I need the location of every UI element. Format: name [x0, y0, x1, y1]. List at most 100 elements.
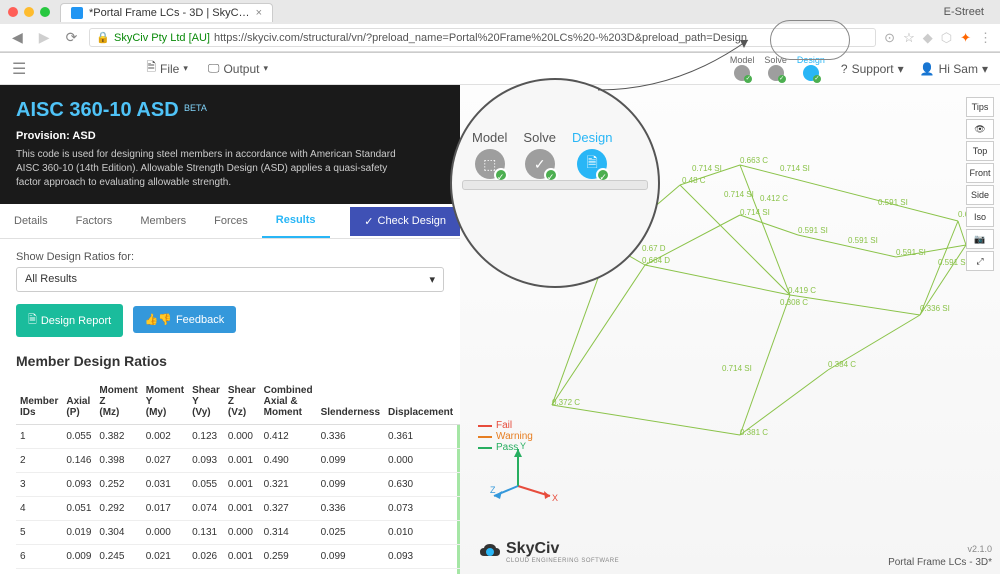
svg-text:0.48 C: 0.48 C: [682, 176, 706, 185]
code-description: This code is used for designing steel me…: [16, 148, 396, 190]
back-button[interactable]: ◀: [8, 29, 27, 46]
close-tab-icon[interactable]: ×: [256, 7, 262, 19]
thumbs-icon: 👍👎: [145, 313, 172, 326]
user-icon: 👤: [920, 62, 935, 76]
chevron-down-icon: ▾: [898, 62, 904, 76]
document-icon: 🗎: [28, 311, 37, 330]
table-row[interactable]: 30.0930.2520.0310.0550.0010.3210.0990.63…: [16, 473, 460, 497]
output-menu[interactable]: 🖵 Output ▾: [208, 61, 268, 76]
address-bar-icons: ⊙ ☆ ◆ ⬡ ✦ ⋮: [884, 30, 992, 46]
table-row[interactable]: 40.0510.2920.0170.0740.0010.3270.3360.07…: [16, 497, 460, 521]
feedback-button[interactable]: 👍👎 Feedback: [133, 306, 237, 333]
menu-icon[interactable]: ⋮: [979, 30, 992, 46]
chevron-down-icon: ▾: [982, 62, 988, 76]
svg-text:0.419 C: 0.419 C: [788, 286, 816, 295]
window-controls[interactable]: [8, 7, 50, 17]
svg-text:0.308 C: 0.308 C: [780, 298, 808, 307]
svg-text:0.591 SI: 0.591 SI: [798, 226, 828, 235]
close-window-icon[interactable]: [8, 7, 18, 17]
svg-text:0.714 SI: 0.714 SI: [692, 164, 722, 173]
svg-text:0.591 SI: 0.591 SI: [896, 248, 926, 257]
view-button-👁[interactable]: 👁: [966, 119, 994, 139]
magnifier-callout: Model ⬚✓ Solve ✓✓ Design 🗎✓: [450, 78, 660, 288]
mag-mode-model: Model ⬚✓: [472, 130, 507, 179]
file-icon: 🗎: [146, 58, 156, 79]
browser-tab[interactable]: *Portal Frame LCs - 3D | SkyC… ×: [60, 3, 273, 22]
design-report-button[interactable]: 🗎 Design Report: [16, 304, 123, 337]
table-title: Member Design Ratios: [16, 353, 444, 369]
reload-button[interactable]: ⟳: [62, 29, 82, 46]
ext-icon-2[interactable]: ⬡: [941, 30, 952, 46]
support-menu[interactable]: ? Support ▾: [841, 62, 904, 76]
browser-profile[interactable]: E-Street: [944, 6, 992, 18]
tab-results[interactable]: Results: [262, 204, 330, 238]
view-button-📷[interactable]: 📷: [966, 229, 994, 249]
view-button-front[interactable]: Front: [966, 163, 994, 183]
callout-leader: [598, 30, 758, 100]
tab-details[interactable]: Details: [0, 205, 62, 237]
chevron-down-icon: ▾: [429, 273, 435, 286]
table-row[interactable]: 10.0550.3820.0020.1230.0000.4120.3360.36…: [16, 425, 460, 449]
table-header: Member IDs: [16, 379, 62, 425]
ext-icon-3[interactable]: ✦: [960, 30, 971, 46]
left-panel: AISC 360-10 ASD BETA Provision: ASD This…: [0, 85, 460, 574]
star-icon[interactable]: ☆: [903, 30, 915, 46]
question-icon: ?: [841, 62, 848, 76]
svg-text:0.714 SI: 0.714 SI: [780, 164, 810, 173]
view-button-⤢[interactable]: ⤢: [966, 251, 994, 271]
legend-item: Fail: [478, 420, 533, 431]
svg-text:0.381 C: 0.381 C: [740, 428, 768, 437]
tab-forces[interactable]: Forces: [200, 205, 262, 237]
view-button-side[interactable]: Side: [966, 185, 994, 205]
mag-toolbar-strip: [462, 180, 648, 190]
table-row[interactable]: 60.0090.2450.0210.0260.0010.2590.0990.09…: [16, 545, 460, 569]
view-button-tips[interactable]: Tips: [966, 97, 994, 117]
tab-bar: *Portal Frame LCs - 3D | SkyC… × E-Stree…: [0, 0, 1000, 24]
tab-factors[interactable]: Factors: [62, 205, 127, 237]
table-header: Shear Z (Vz): [224, 379, 260, 425]
callout-target: [770, 20, 850, 60]
svg-text:0.412 C: 0.412 C: [760, 194, 788, 203]
search-icon[interactable]: ⊙: [884, 30, 895, 46]
user-menu[interactable]: 👤 Hi Sam ▾: [920, 62, 988, 76]
table-row[interactable]: 70.1580.5660.0210.2050.0010.6630.5910.59…: [16, 569, 460, 574]
tab-members[interactable]: Members: [126, 205, 200, 237]
chevron-down-icon: ▾: [263, 63, 268, 74]
monitor-icon: 🖵: [208, 61, 220, 76]
chevron-down-icon: ▾: [183, 63, 188, 74]
table-row[interactable]: 20.1460.3980.0270.0930.0010.4900.0990.00…: [16, 449, 460, 473]
view-button-iso[interactable]: Iso: [966, 207, 994, 227]
svg-text:0.664 D: 0.664 D: [642, 256, 670, 265]
view-button-top[interactable]: Top: [966, 141, 994, 161]
address-bar: ◀ ▶ ⟳ 🔒 SkyCiv Pty Ltd [AU] https://skyc…: [0, 24, 1000, 52]
check-design-button[interactable]: ✓ Check Design: [350, 207, 460, 236]
forward-button[interactable]: ▶: [35, 29, 54, 46]
minimize-window-icon[interactable]: [24, 7, 34, 17]
tab-favicon: [71, 7, 83, 19]
mag-mode-solve: Solve ✓✓: [523, 130, 556, 179]
svg-text:0.591 SI: 0.591 SI: [938, 258, 968, 267]
browser-chrome: *Portal Frame LCs - 3D | SkyC… × E-Stree…: [0, 0, 1000, 53]
svg-text:0.591 SI: 0.591 SI: [848, 236, 878, 245]
maximize-window-icon[interactable]: [40, 7, 50, 17]
provision-label: Provision: ASD: [16, 130, 444, 142]
table-header: Shear Y (Vy): [188, 379, 224, 425]
svg-text:Y: Y: [520, 441, 526, 451]
table-header: Axial (P): [62, 379, 95, 425]
url-input[interactable]: 🔒 SkyCiv Pty Ltd [AU] https://skyciv.com…: [89, 28, 876, 47]
check-icon: ✓: [364, 215, 373, 228]
view-controls: Tips👁TopFrontSideIso📷⤢: [966, 97, 994, 271]
svg-text:0.714 SI: 0.714 SI: [722, 364, 752, 373]
table-row[interactable]: 50.0190.3040.0000.1310.0000.3140.0250.01…: [16, 521, 460, 545]
svg-text:Z: Z: [490, 485, 496, 495]
ext-icon-1[interactable]: ◆: [923, 30, 933, 46]
filter-label: Show Design Ratios for:: [16, 251, 444, 263]
svg-text:0.591 SI: 0.591 SI: [878, 198, 908, 207]
file-menu[interactable]: 🗎 File ▾: [146, 58, 188, 79]
panel-body: Show Design Ratios for: All Results ▾ 🗎 …: [0, 239, 460, 574]
lock-icon: 🔒: [96, 31, 110, 44]
svg-text:0.714 SI: 0.714 SI: [740, 208, 770, 217]
filter-select[interactable]: All Results ▾: [16, 267, 444, 292]
beta-badge: BETA: [184, 103, 207, 113]
hamburger-icon[interactable]: ☰: [12, 59, 26, 79]
